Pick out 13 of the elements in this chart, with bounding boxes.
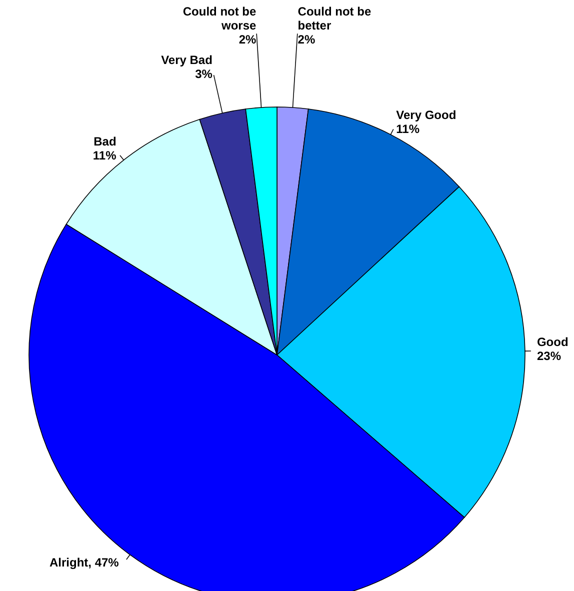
data-label: 3% [195, 67, 213, 82]
data-label: 11% [92, 148, 117, 163]
slice-label: Bad [94, 134, 116, 149]
data-label: 2% [238, 32, 257, 47]
slice-label: Could not be worse [182, 4, 257, 33]
slice-label: Good [536, 334, 568, 349]
slice-label: Alright, 47% [49, 555, 120, 570]
slice-label: Very Good [396, 108, 456, 122]
slice-label: Very Bad [161, 53, 212, 68]
slice-label: Could not be better [298, 4, 372, 33]
data-label: 11% [396, 122, 420, 136]
data-label: 23% [536, 348, 562, 363]
data-label: 2% [298, 32, 316, 47]
